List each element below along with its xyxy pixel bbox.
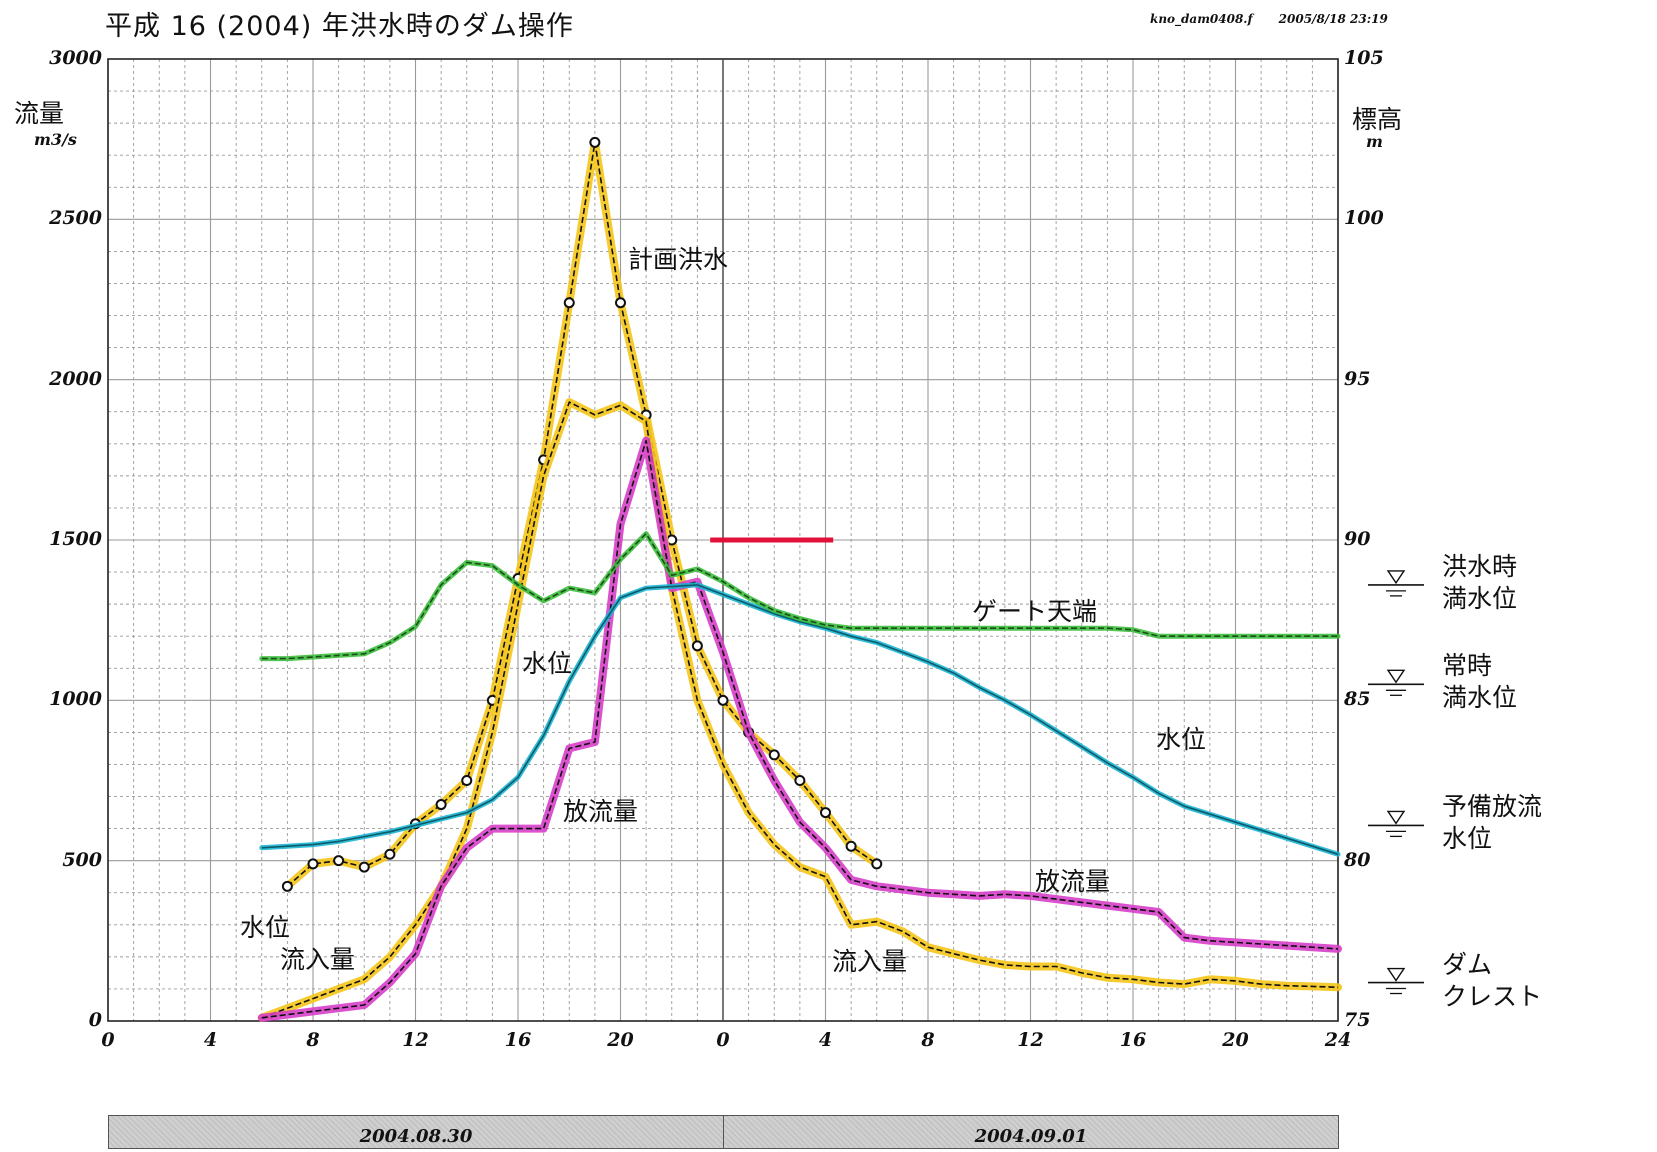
ref-level-label-line: 洪水時 — [1442, 551, 1518, 581]
left-tick-label: 1000 — [49, 688, 102, 711]
left-tick-label: 1500 — [49, 528, 102, 550]
file-info: kno_dam0408.f 2005/8/18 23:19 — [1150, 12, 1414, 26]
data-point — [563, 297, 575, 309]
ref-level-triangle — [1386, 810, 1406, 825]
ref-level-label-line: 水位 — [1442, 824, 1493, 854]
right-axis-label: 標高 — [1352, 105, 1403, 134]
data-point — [461, 775, 473, 786]
right-tick-label: 100 — [1344, 207, 1384, 230]
date-label-1: 2004.08.30 — [359, 1126, 473, 1147]
x-tick-label: 16 — [504, 1029, 532, 1051]
annotation-water-level-1: 水位 — [522, 649, 573, 678]
file-name: kno_dam0408.f — [1150, 12, 1253, 26]
data-point — [358, 861, 370, 873]
ref-level-label-line: 満水位 — [1442, 583, 1518, 613]
x-tick-label: 0 — [716, 1029, 730, 1051]
series-dash-3 — [261, 584, 1339, 856]
left-axis-label: 流量 — [14, 99, 65, 128]
data-point — [768, 749, 780, 761]
timestamp: 2005/8/18 23:19 — [1278, 12, 1388, 26]
data-point — [691, 640, 703, 652]
series-dash-2 — [261, 439, 1339, 1019]
date-bar-1: 2004.08.30 — [108, 1115, 724, 1149]
left-tick-label: 2500 — [49, 207, 102, 230]
data-point — [589, 136, 601, 148]
annotation-outflow-1: 放流量 — [563, 797, 639, 826]
right-tick-label: 75 — [1344, 1009, 1371, 1031]
ref-level-label-line: クレスト — [1442, 981, 1543, 1011]
date-label-2: 2004.09.01 — [974, 1126, 1088, 1147]
date-bar-2: 2004.09.01 — [723, 1115, 1339, 1149]
data-point — [794, 775, 806, 786]
ref-level-label: 常時 満水位 — [1442, 650, 1517, 714]
ref-level-label: 洪水時 満水位 — [1442, 551, 1517, 615]
x-tick-label: 4 — [818, 1029, 833, 1051]
data-point — [717, 694, 729, 706]
data-point — [307, 858, 319, 870]
left-axis-unit: m3/s — [34, 130, 77, 149]
ref-level-triangle — [1386, 967, 1406, 982]
ref-level-label-line: ダム — [1442, 949, 1493, 979]
x-tick-label: 20 — [607, 1029, 634, 1051]
series-line-0 — [283, 138, 881, 891]
data-point — [384, 848, 396, 860]
x-tick-label: 12 — [1017, 1029, 1044, 1051]
annotation-plan-flood: 計画洪水 — [628, 245, 729, 274]
right-tick-label: 80 — [1344, 848, 1371, 871]
x-tick-label: 4 — [203, 1029, 218, 1051]
x-tick-label: 24 — [1324, 1029, 1352, 1051]
chart-title: 平成 16 (2004) 年洪水時のダム操作 — [105, 11, 574, 42]
ref-level-label-line: 満水位 — [1442, 683, 1518, 713]
x-tick-label: 8 — [921, 1029, 935, 1051]
x-tick-label: 12 — [402, 1029, 429, 1051]
annotation-inflow-2: 流入量 — [832, 947, 908, 976]
data-point — [435, 799, 447, 811]
ref-level-label: 予備放流 水位 — [1442, 791, 1542, 855]
data-point — [333, 855, 345, 867]
right-tick-label: 95 — [1344, 367, 1371, 390]
annotation-gate-top: ゲート天端 — [972, 597, 1098, 626]
left-tick-label: 0 — [88, 1009, 102, 1031]
series-dash-0 — [286, 141, 878, 887]
left-tick-label: 500 — [62, 848, 102, 871]
left-tick-label: 2000 — [49, 367, 102, 390]
x-tick-label: 20 — [1222, 1029, 1249, 1051]
annotation-inflow-1: 流入量 — [280, 945, 356, 974]
ref-level-label-line: 予備放流 — [1442, 792, 1543, 822]
data-point — [615, 297, 626, 309]
ref-level-triangle — [1386, 570, 1406, 585]
right-tick-label: 90 — [1344, 528, 1371, 550]
right-tick-label: 105 — [1344, 47, 1384, 69]
left-tick-label: 3000 — [49, 47, 102, 69]
ref-level-triangle — [1386, 669, 1406, 684]
annotation-water-level-2: 水位 — [1156, 725, 1207, 754]
annotation-outflow-2: 放流量 — [1035, 867, 1111, 896]
x-tick-label: 0 — [101, 1029, 115, 1051]
data-point — [820, 807, 831, 819]
right-tick-label: 85 — [1344, 688, 1371, 711]
ref-level-label-line: 常時 — [1442, 651, 1493, 681]
data-point — [845, 840, 857, 852]
x-tick-label: 8 — [306, 1029, 320, 1051]
annotation-water-level-3: 水位 — [240, 913, 291, 942]
data-point — [871, 858, 883, 870]
x-tick-label: 16 — [1119, 1029, 1147, 1051]
right-axis-unit: m — [1366, 132, 1383, 151]
series-dash-4 — [261, 532, 1338, 660]
ref-level-label: ダム クレスト — [1442, 949, 1542, 1013]
data-point — [281, 880, 293, 892]
